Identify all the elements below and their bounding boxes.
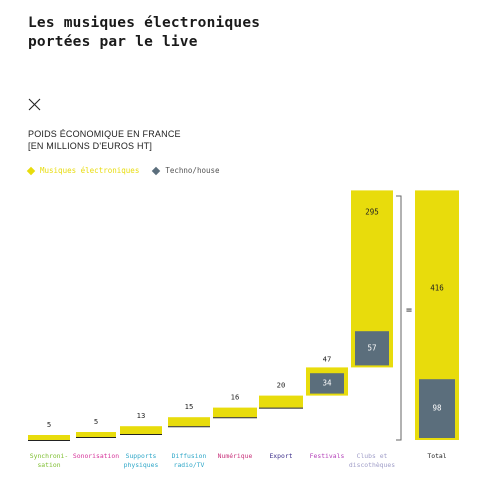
bar-techno-label-8: 57 xyxy=(367,343,376,352)
category-label-3-line-2: physiques xyxy=(124,461,159,469)
legend-item-electro: Musiques électroniques xyxy=(26,166,140,175)
title-line-2: portées par le live xyxy=(28,34,198,50)
category-label-1-line-2: sation xyxy=(37,461,60,469)
subtitle-line-2: [EN MILLIONS D'EUROS HT] xyxy=(28,141,153,151)
bar-techno-9 xyxy=(419,379,455,438)
bar-techno-7 xyxy=(310,373,344,394)
bar-electro-6 xyxy=(259,395,303,408)
legend-techno-label: Techno/house xyxy=(165,166,220,175)
bar-techno-label-9: 98 xyxy=(432,404,442,413)
bar-value-label-1: 5 xyxy=(47,420,51,429)
bar-value-label-4: 15 xyxy=(185,402,194,411)
bar-electro-4 xyxy=(168,417,210,427)
legend-electro-label: Musiques électroniques xyxy=(40,166,140,175)
category-label-2: Sonorisation xyxy=(73,452,119,460)
category-label-1-line-1: Synchroni- xyxy=(30,452,68,460)
bar-value-label-5: 16 xyxy=(231,393,240,402)
bar-electro-1 xyxy=(28,435,70,440)
close-x-icon xyxy=(28,98,41,111)
bar-value-label-8: 295 xyxy=(365,207,379,216)
subtitle-line-1: POIDS ÉCONOMIQUE EN FRANCE xyxy=(28,129,181,139)
chart-title: Les musiques électroniques portées par l… xyxy=(28,14,260,52)
category-label-4-line-2: radio/TV xyxy=(174,461,205,469)
bar-value-label-9: 416 xyxy=(430,283,444,292)
legend: Musiques électroniques Techno/house xyxy=(26,166,234,175)
category-label-8-line-2: discothèques xyxy=(349,461,395,469)
bar-value-label-3: 13 xyxy=(137,411,146,420)
category-label-9: Total xyxy=(427,452,446,460)
bar-techno-label-7: 34 xyxy=(322,378,332,387)
equals-sign: = xyxy=(406,305,412,316)
bar-electro-3 xyxy=(120,426,162,434)
bar-value-label-6: 20 xyxy=(277,381,286,390)
category-label-4-line-1: Diffusion xyxy=(172,452,207,460)
bracket xyxy=(396,195,402,441)
category-label-7: Festivals xyxy=(310,452,345,460)
bar-electro-2 xyxy=(76,432,116,437)
category-label-3-line-1: Supports xyxy=(126,452,157,460)
bar-techno-8 xyxy=(355,331,389,366)
category-label-8-line-1: Clubs et xyxy=(357,452,388,460)
category-label-5: Numérique xyxy=(218,452,253,460)
bar-electro-5 xyxy=(213,407,257,418)
category-label-6: Export xyxy=(269,452,292,460)
title-line-1: Les musiques électroniques xyxy=(28,15,261,31)
legend-item-techno: Techno/house xyxy=(152,166,220,175)
chart-subtitle: POIDS ÉCONOMIQUE EN FRANCE [EN MILLIONS … xyxy=(28,128,181,152)
bar-value-label-7: 47 xyxy=(323,354,332,363)
bar-value-label-2: 5 xyxy=(94,417,98,426)
